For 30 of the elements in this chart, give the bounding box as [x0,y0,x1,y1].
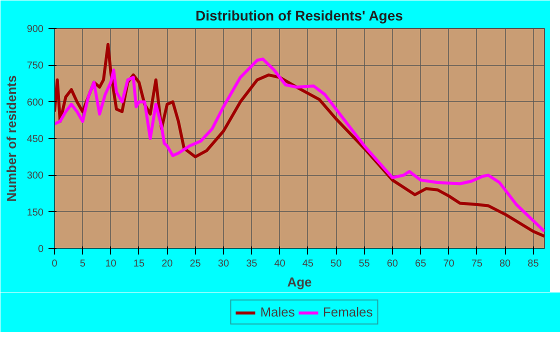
x-tick-label: 80 [500,258,512,270]
y-tick-label: 600 [26,97,44,108]
x-tick-label: 5 [80,258,86,270]
x-tick-label: 35 [246,258,258,270]
chart-title: Distribution of Residents' Ages [196,8,404,24]
y-tick-label: 300 [26,170,44,182]
x-tick-label: 10 [105,258,117,270]
x-tick-label: 55 [358,258,370,270]
legend-label: Males [260,304,295,320]
x-tick-label: 85 [528,258,540,270]
x-tick-label: 75 [471,258,483,270]
x-tick-label: 50 [330,258,342,270]
y-tick-label: 0 [38,244,44,255]
x-tick-label: 0 [52,258,58,270]
legend-label: Females [322,304,373,320]
y-tick-label: 750 [26,60,44,72]
x-tick-label: 60 [386,258,398,270]
x-tick-label: 25 [190,258,202,270]
y-axis-title: Number of residents [4,75,19,202]
x-tick-label: 20 [162,258,174,270]
x-axis-title: Age [287,274,312,290]
x-tick-label: 65 [415,258,427,270]
x-tick-label: 15 [133,258,145,270]
y-tick-label: 450 [26,134,44,145]
x-tick-label: 30 [218,258,230,270]
x-tick-label: 70 [443,258,455,270]
y-tick-label: 900 [26,24,44,35]
y-tick-label: 150 [26,207,44,218]
x-tick-label: 45 [302,258,314,270]
x-tick-label: 40 [274,258,286,270]
